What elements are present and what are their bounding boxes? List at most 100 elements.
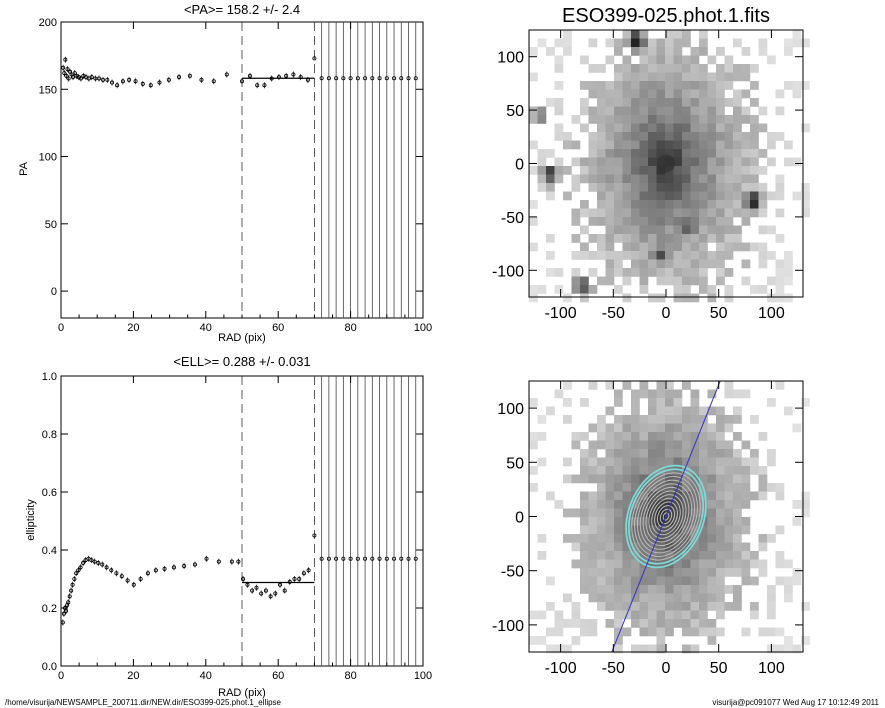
contour-pixel bbox=[690, 517, 700, 526]
contour-pixel bbox=[750, 491, 759, 501]
image-pixel bbox=[673, 234, 683, 243]
image-pixel bbox=[724, 64, 734, 73]
pa-data-point bbox=[66, 76, 71, 81]
ell-data-point bbox=[131, 582, 136, 587]
image-pixel bbox=[682, 123, 691, 133]
contour-pixel bbox=[673, 568, 683, 577]
contour-pixel bbox=[588, 542, 598, 552]
contour-pixel bbox=[716, 551, 725, 560]
image-title: ESO399-025.phot.1.fits bbox=[562, 5, 770, 27]
contour-pixel bbox=[733, 500, 742, 509]
image-pixel bbox=[758, 251, 768, 260]
image-pixel bbox=[682, 132, 691, 141]
contour-pixel bbox=[775, 381, 785, 390]
image-pixel bbox=[648, 123, 657, 133]
image-pixel bbox=[699, 98, 708, 107]
image-pixel bbox=[648, 47, 657, 56]
contour-pixel bbox=[648, 644, 657, 654]
image-pixel bbox=[631, 98, 640, 107]
image-pixel bbox=[682, 166, 691, 175]
image-pixel bbox=[580, 174, 589, 184]
image-pixel bbox=[631, 157, 640, 167]
contour-pixel bbox=[656, 381, 666, 390]
contour-pixel bbox=[750, 559, 759, 569]
contour-pixel bbox=[716, 542, 725, 552]
contour-pixel bbox=[707, 576, 717, 586]
ell-data-point bbox=[278, 582, 283, 587]
contour-pixel bbox=[648, 491, 657, 501]
contour-pixel bbox=[724, 508, 734, 518]
image-pixel bbox=[580, 98, 589, 107]
image-x-tick-label: -50 bbox=[602, 305, 625, 322]
image-pixel bbox=[648, 200, 657, 209]
contour-pixel bbox=[554, 627, 564, 637]
image-pixel bbox=[563, 293, 572, 303]
image-pixel bbox=[622, 55, 632, 65]
ell-data-point bbox=[263, 588, 268, 593]
image-pixel bbox=[767, 251, 776, 260]
image-pixel bbox=[631, 217, 640, 226]
contour-pixel bbox=[588, 474, 598, 484]
image-pixel bbox=[656, 293, 666, 303]
image-pixel bbox=[665, 259, 674, 269]
pa-x-tick-label: 40 bbox=[200, 322, 212, 334]
contour-pixel bbox=[605, 423, 615, 433]
contour-pixel bbox=[631, 466, 640, 475]
contour-pixel bbox=[784, 593, 793, 603]
image-pixel bbox=[648, 89, 657, 99]
image-pixel bbox=[631, 115, 640, 124]
contour-pixel bbox=[682, 474, 691, 484]
contour-pixel bbox=[724, 466, 734, 475]
image-pixel bbox=[716, 140, 725, 150]
image-pixel bbox=[724, 140, 734, 150]
image-pixel bbox=[673, 72, 683, 82]
contour-pixel bbox=[563, 534, 572, 543]
contour-pixel bbox=[554, 644, 564, 654]
contour-pixel bbox=[546, 406, 555, 416]
image-pixel bbox=[622, 98, 632, 107]
ell-x-tick-label: 0 bbox=[58, 670, 64, 682]
image-pixel bbox=[673, 174, 683, 184]
image-pixel bbox=[716, 217, 725, 226]
image-pixel bbox=[682, 276, 691, 286]
image-pixel bbox=[614, 106, 623, 116]
contour-pixel bbox=[682, 381, 691, 390]
image-pixel bbox=[563, 30, 572, 39]
image-pixel bbox=[571, 234, 581, 243]
contour-pixel bbox=[622, 585, 632, 594]
image-pixel bbox=[656, 183, 666, 192]
image-pixel bbox=[758, 225, 768, 235]
contour-pixel bbox=[682, 585, 691, 594]
contour-pixel bbox=[597, 525, 606, 535]
ell-y-tick-label: 0.0 bbox=[42, 661, 57, 673]
image-pixel bbox=[648, 217, 657, 226]
image-pixel bbox=[605, 55, 615, 65]
image-pixel bbox=[784, 293, 793, 303]
contour-pixel bbox=[682, 542, 691, 552]
image-pixel bbox=[639, 30, 649, 39]
image-pixel bbox=[665, 81, 674, 90]
contour-pixel bbox=[699, 576, 708, 586]
image-pixel bbox=[597, 174, 606, 184]
image-pixel bbox=[690, 140, 700, 150]
image-pixel bbox=[716, 98, 725, 107]
image-pixel bbox=[750, 285, 759, 294]
contour-pixel bbox=[614, 619, 623, 628]
contour-pixel bbox=[537, 432, 547, 441]
contour-pixel bbox=[605, 500, 615, 509]
image-pixel bbox=[758, 191, 768, 201]
contour-pixel bbox=[724, 389, 734, 399]
image-pixel bbox=[699, 123, 708, 133]
contour-pixel bbox=[597, 593, 606, 603]
image-pixel bbox=[605, 149, 615, 158]
pa-x-axis-label: RAD (pix) bbox=[218, 332, 266, 344]
image-pixel bbox=[614, 132, 623, 141]
image-pixel bbox=[665, 89, 674, 99]
image-pixel bbox=[639, 132, 649, 141]
contour-pixel bbox=[648, 457, 657, 467]
image-pixel bbox=[758, 183, 768, 192]
contour-pixel bbox=[784, 576, 793, 586]
image-pixel bbox=[580, 208, 589, 218]
image-pixel bbox=[750, 140, 759, 150]
contour-pixel bbox=[716, 602, 725, 611]
